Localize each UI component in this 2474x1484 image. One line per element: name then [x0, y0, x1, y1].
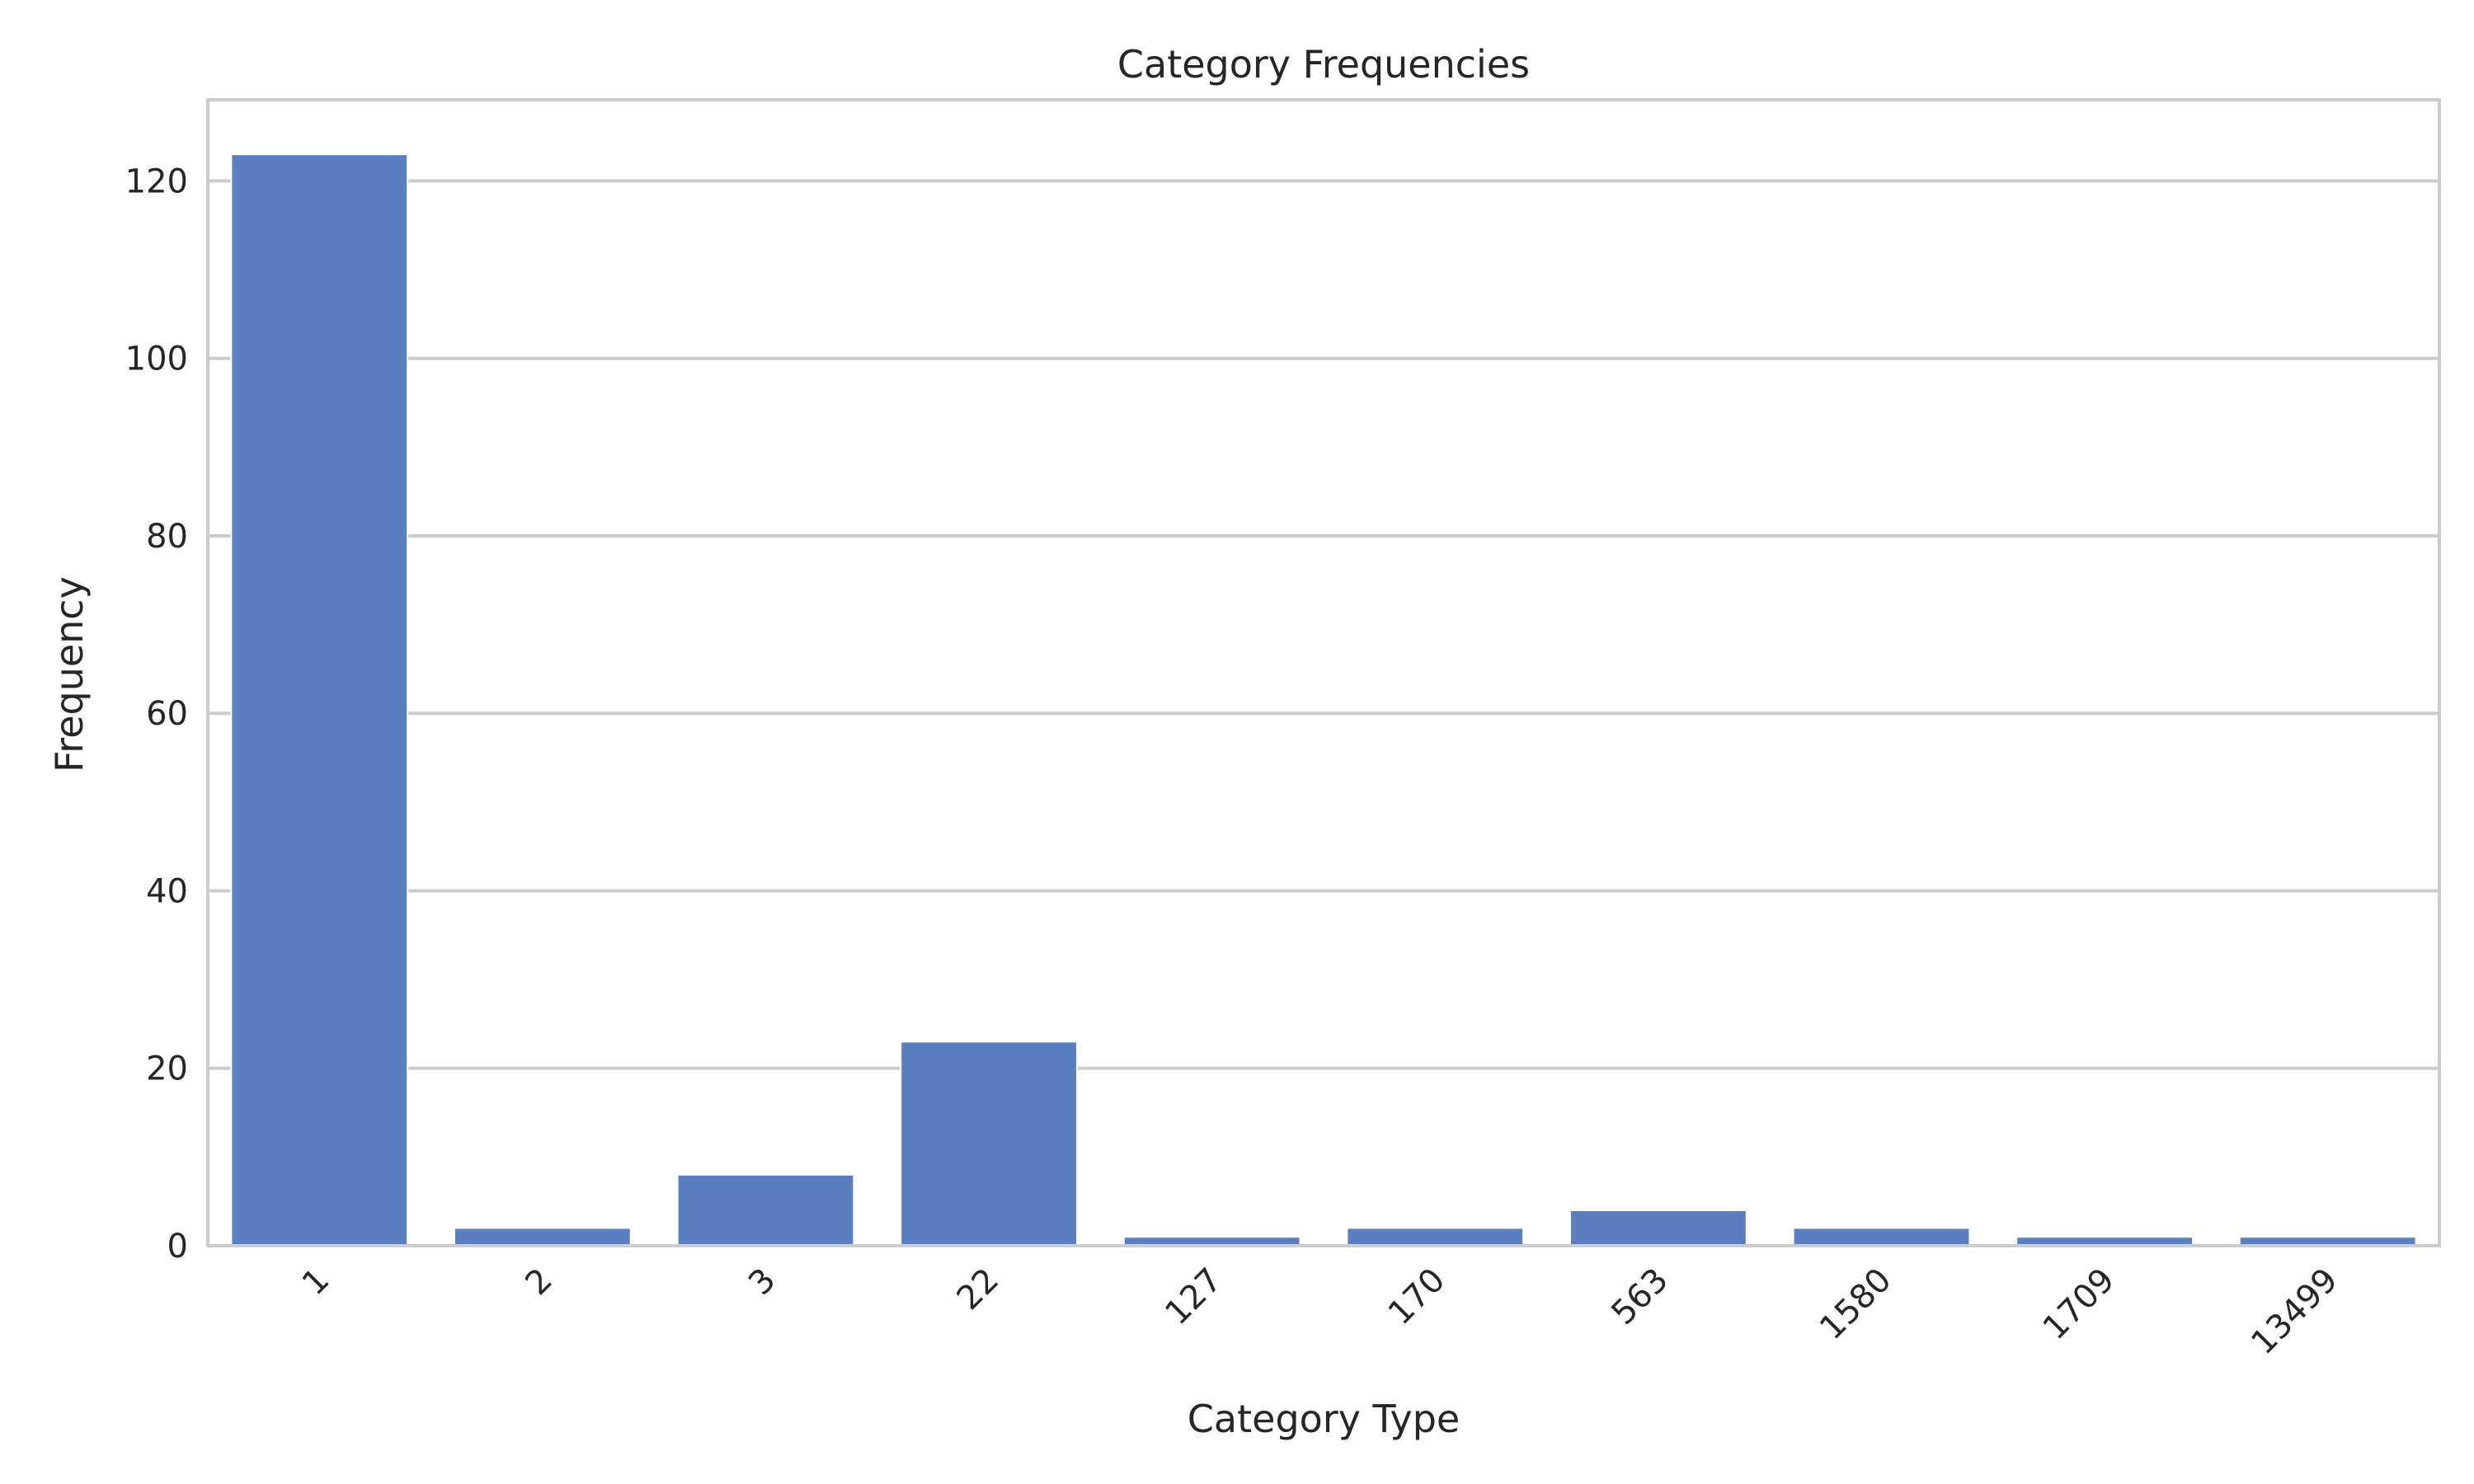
x-tick-label: 1580 — [1813, 1261, 1899, 1348]
bar — [454, 1227, 632, 1247]
y-axis-ticks: 0 20 40 60 80 100 120 — [125, 162, 188, 1266]
x-tick-label: 22 — [950, 1261, 1007, 1318]
plot-frame — [206, 98, 2441, 1247]
x-axis-label: Category Type — [1188, 1397, 1460, 1441]
y-tick-label: 100 — [125, 340, 188, 378]
y-tick-label: 60 — [146, 695, 188, 733]
x-tick-label: 2 — [518, 1261, 560, 1303]
bar — [1569, 1209, 1747, 1247]
x-tick-label: 1 — [295, 1261, 337, 1303]
bar — [230, 153, 409, 1247]
chart-title: Category Frequencies — [1117, 42, 1530, 87]
x-tick-label: 563 — [1604, 1261, 1676, 1333]
y-tick-label: 40 — [146, 872, 188, 910]
y-tick-label: 0 — [167, 1228, 188, 1266]
x-tick-label: 13499 — [2244, 1261, 2345, 1363]
y-tick-label: 120 — [125, 162, 188, 200]
bar — [1346, 1227, 1525, 1247]
x-tick-label: 127 — [1158, 1261, 1230, 1333]
x-tick-label: 1709 — [2036, 1261, 2123, 1348]
x-axis-ticks: 1 2 3 22 127 170 563 1580 1709 13499 — [295, 1261, 2345, 1363]
bar — [676, 1173, 855, 1247]
bars — [230, 153, 2417, 1247]
bar — [1792, 1227, 1971, 1247]
y-axis-label: Frequency — [47, 576, 92, 773]
y-tick-label: 20 — [146, 1050, 188, 1088]
y-tick-label: 80 — [146, 518, 188, 556]
gridlines — [208, 179, 2439, 1247]
bar — [900, 1040, 1078, 1247]
x-tick-label: 170 — [1381, 1261, 1453, 1333]
x-tick-label: 3 — [741, 1261, 783, 1303]
